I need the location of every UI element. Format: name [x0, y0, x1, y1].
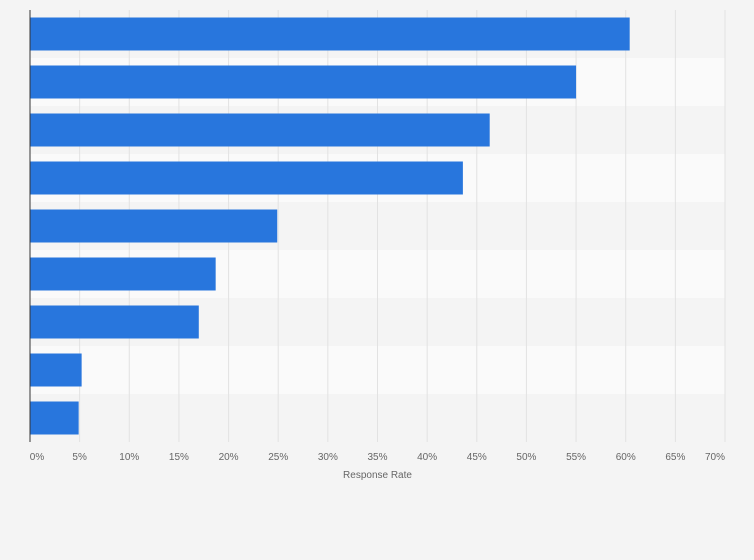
bars	[30, 17, 630, 435]
x-tick-label: 60%	[616, 452, 636, 463]
x-tick-label: 25%	[268, 452, 288, 463]
x-axis-ticks: 0% 5% 10% 15% 20% 25% 30% 35% 40% 45% 50% 55% 60% 65%…	[30, 452, 725, 463]
bar	[30, 209, 278, 243]
bar	[30, 17, 630, 51]
x-tick-label: 65%	[665, 452, 685, 463]
x-tick-label: 30%	[318, 452, 338, 463]
x-tick-label: 40%	[417, 452, 437, 463]
x-axis-title: Response Rate	[343, 470, 412, 481]
x-tick-label: 15%	[169, 452, 189, 463]
x-tick-label: 55%	[566, 452, 586, 463]
x-tick-label: 70%	[705, 452, 725, 463]
x-tick-label: 50%	[516, 452, 536, 463]
x-tick-label: 45%	[467, 452, 487, 463]
x-tick-label: 20%	[219, 452, 239, 463]
x-tick-label: 5%	[72, 452, 87, 463]
bar	[30, 161, 463, 195]
bar	[30, 65, 577, 99]
bar	[30, 353, 82, 387]
bar	[30, 305, 199, 339]
x-tick-label: 10%	[119, 452, 139, 463]
bar	[30, 257, 216, 291]
x-tick-label: 35%	[367, 452, 387, 463]
x-tick-label: 0%	[30, 452, 45, 463]
bar	[30, 401, 79, 435]
bar	[30, 113, 490, 147]
